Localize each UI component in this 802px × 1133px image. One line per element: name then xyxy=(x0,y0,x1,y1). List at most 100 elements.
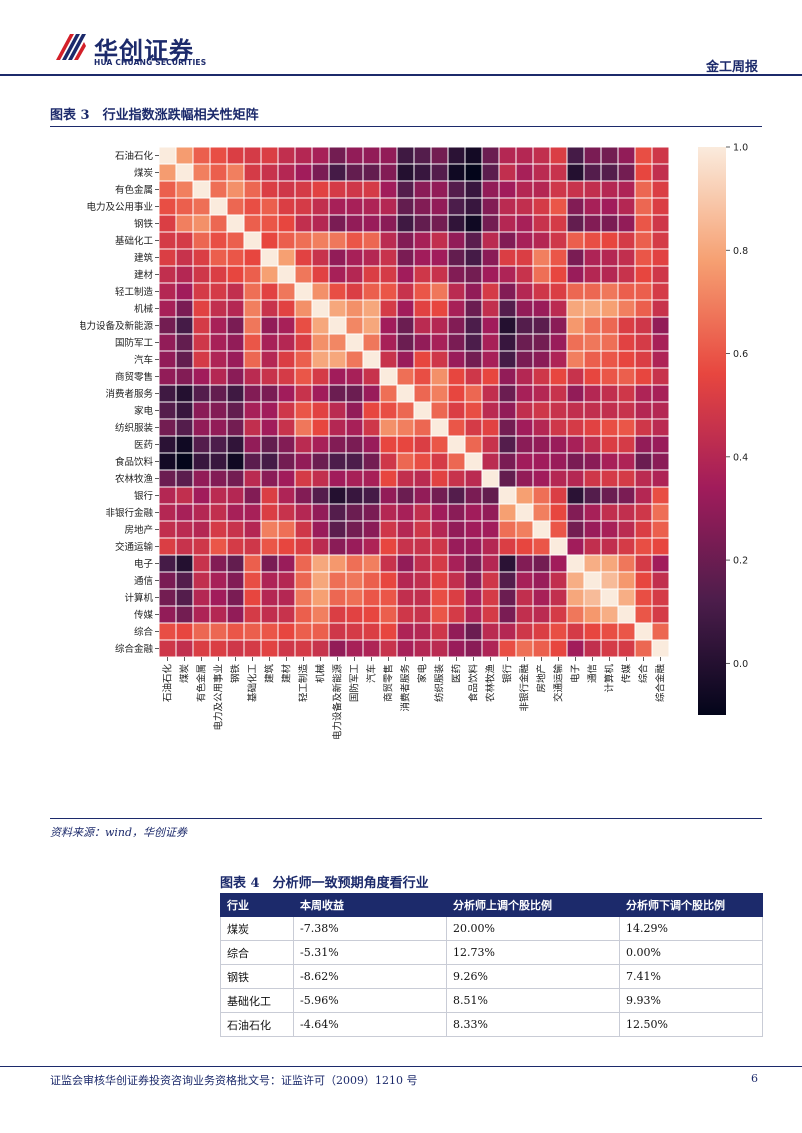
heatmap-cell xyxy=(192,231,211,250)
heatmap-cell xyxy=(226,214,245,233)
heatmap-cell xyxy=(277,452,296,471)
heatmap-cell xyxy=(566,248,585,267)
heatmap-cell xyxy=(396,401,415,420)
heatmap-cell xyxy=(260,520,279,539)
heatmap-cell xyxy=(226,554,245,573)
heatmap-cell xyxy=(311,333,330,352)
heatmap-cell xyxy=(498,384,517,403)
y-tick-label: 综合金融 xyxy=(115,643,154,655)
heatmap-cell xyxy=(328,282,347,301)
heatmap-cell xyxy=(481,452,500,471)
heatmap-cell xyxy=(311,384,330,403)
heatmap-cell xyxy=(515,180,534,199)
heatmap-cell xyxy=(158,163,177,182)
heatmap-cell xyxy=(158,197,177,216)
heatmap-cell xyxy=(498,231,517,250)
heatmap-cell xyxy=(345,367,364,386)
heatmap-cell xyxy=(583,384,602,403)
heatmap-cell xyxy=(311,571,330,590)
heatmap-cell xyxy=(447,197,466,216)
heatmap-cell xyxy=(549,486,568,505)
heatmap-cell xyxy=(345,435,364,454)
heatmap-cell xyxy=(328,401,347,420)
heatmap-cell xyxy=(600,214,619,233)
heatmap-cell xyxy=(209,537,228,556)
heatmap-cell xyxy=(498,350,517,369)
heatmap-cell xyxy=(583,469,602,488)
heatmap-cell xyxy=(566,418,585,437)
heatmap-cell xyxy=(498,401,517,420)
heatmap-cell xyxy=(192,384,211,403)
heatmap-cell xyxy=(226,435,245,454)
y-tick-label: 银行 xyxy=(134,490,154,502)
heatmap-cell xyxy=(515,571,534,590)
heatmap-cell xyxy=(209,333,228,352)
colorbar-tick-label: 1.0 xyxy=(733,143,748,154)
heatmap-cell xyxy=(464,418,483,437)
heatmap-cell xyxy=(158,520,177,539)
heatmap-cell xyxy=(413,486,432,505)
heatmap-cell xyxy=(260,316,279,335)
heatmap-cell xyxy=(481,146,500,165)
heatmap-cell xyxy=(515,316,534,335)
heatmap-cell xyxy=(379,401,398,420)
heatmap-cell xyxy=(430,418,449,437)
heatmap-cell xyxy=(583,231,602,250)
heatmap-cell xyxy=(549,503,568,522)
heatmap-cell xyxy=(566,520,585,539)
heatmap-cell xyxy=(498,554,517,573)
heatmap-cell xyxy=(413,299,432,318)
heatmap-cell xyxy=(413,231,432,250)
x-tick-label: 建材 xyxy=(281,664,293,684)
heatmap-cell xyxy=(362,469,381,488)
cell-return: -4.64% xyxy=(293,1012,447,1037)
heatmap-cell xyxy=(209,146,228,165)
heatmap-cell xyxy=(413,435,432,454)
heatmap-cell xyxy=(345,452,364,471)
heatmap-cell xyxy=(430,282,449,301)
heatmap-cell xyxy=(651,180,670,199)
heatmap-cell xyxy=(634,180,653,199)
heatmap-cell xyxy=(498,197,517,216)
heatmap-cell xyxy=(294,180,313,199)
y-tick-label: 钢铁 xyxy=(134,218,154,230)
heatmap-cell xyxy=(532,588,551,607)
heatmap-cell xyxy=(430,316,449,335)
heatmap-cell xyxy=(277,367,296,386)
heatmap-cell xyxy=(549,163,568,182)
heatmap-cell xyxy=(498,435,517,454)
heatmap-cell xyxy=(566,282,585,301)
heatmap-cell xyxy=(651,350,670,369)
heatmap-cell xyxy=(328,537,347,556)
heatmap-cell xyxy=(311,248,330,267)
heatmap-cell xyxy=(498,248,517,267)
heatmap-cell xyxy=(498,622,517,641)
heatmap-cell xyxy=(175,299,194,318)
heatmap-cell xyxy=(634,588,653,607)
heatmap-cell xyxy=(294,639,313,658)
heatmap-cell xyxy=(294,469,313,488)
y-tick-label: 计算机 xyxy=(124,592,153,604)
heatmap-cell xyxy=(226,146,245,165)
heatmap-cell xyxy=(209,435,228,454)
heatmap-cell xyxy=(583,554,602,573)
heatmap-cell xyxy=(226,520,245,539)
heatmap-cell xyxy=(362,520,381,539)
heatmap-cell xyxy=(634,571,653,590)
heatmap-cell xyxy=(158,248,177,267)
heatmap-cell xyxy=(651,265,670,284)
heatmap-cell xyxy=(430,197,449,216)
heatmap-cell xyxy=(226,639,245,658)
heatmap-cell xyxy=(634,333,653,352)
heatmap-cell xyxy=(447,180,466,199)
heatmap-cell xyxy=(396,554,415,573)
heatmap-cell xyxy=(345,588,364,607)
header-upgrade-ratio: 分析师上调个股比例 xyxy=(446,893,620,917)
heatmap-cell xyxy=(158,537,177,556)
heatmap-cell xyxy=(277,571,296,590)
heatmap-cell xyxy=(447,452,466,471)
heatmap-cell xyxy=(634,299,653,318)
heatmap-cell xyxy=(226,248,245,267)
heatmap-cell xyxy=(260,163,279,182)
heatmap-cell xyxy=(175,401,194,420)
